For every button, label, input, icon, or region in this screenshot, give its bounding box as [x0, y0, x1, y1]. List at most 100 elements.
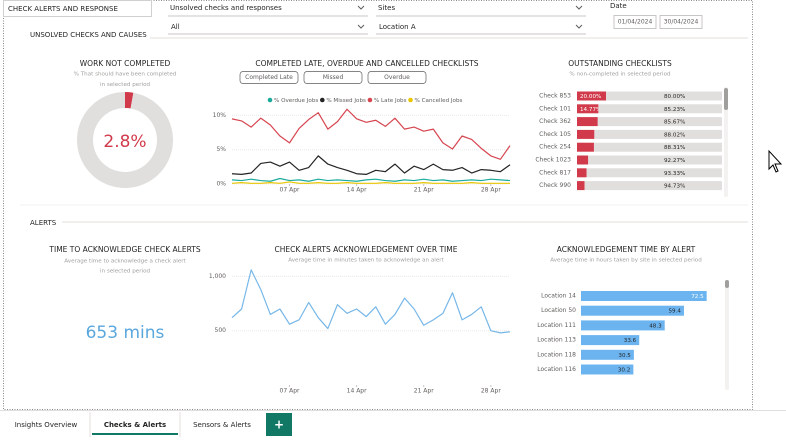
x-tick-label: 28 Apr — [481, 187, 501, 194]
bar-segment — [597, 117, 722, 127]
y-tick-label: 1,000 — [209, 273, 226, 280]
chart-title: COMPLETED LATE, OVERDUE AND CANCELLED CH… — [255, 59, 478, 68]
y-category-label: Location 116 — [537, 366, 576, 373]
bar-segment — [606, 91, 722, 101]
bar-label: 80.00% — [664, 94, 685, 100]
bar-label: 48.3 — [649, 323, 662, 329]
legend-marker — [320, 97, 325, 103]
x-tick-label: 21 Apr — [414, 187, 434, 194]
scrollbar[interactable] — [725, 280, 729, 390]
bar-label: 33.6 — [624, 338, 637, 344]
bar-segment — [577, 129, 595, 139]
x-tick-label: 21 Apr — [414, 388, 434, 395]
bar-label: 85.23% — [664, 107, 685, 113]
tab-underline — [92, 433, 178, 435]
y-category-label: Check 362 — [539, 118, 571, 125]
donut-label: 2.8% — [103, 132, 146, 152]
chart-subtitle: Average time in hours taken by site in s… — [550, 258, 702, 264]
y-category-label: Location 111 — [537, 322, 576, 329]
bar-segment — [593, 142, 722, 152]
page-title: CHECK ALERTS AND RESPONSE — [8, 5, 118, 13]
legend-marker — [267, 97, 273, 103]
tab[interactable]: Insights Overview — [15, 421, 78, 429]
y-category-label: Location 50 — [541, 307, 576, 314]
date-box[interactable] — [613, 15, 657, 29]
x-tick-label: 07 Apr — [280, 187, 300, 194]
bar-segment — [577, 91, 606, 101]
kpi-subtitle: Average time to acknowledge a check aler… — [64, 259, 186, 265]
legend-marker — [408, 97, 413, 103]
filter-value[interactable]: All — [171, 23, 180, 31]
toggle-button[interactable] — [367, 71, 427, 84]
chart-subtitle: in selected period — [100, 82, 151, 88]
chart-title: WORK NOT COMPLETED — [80, 59, 171, 68]
filter-value[interactable]: Location A — [379, 23, 416, 31]
bar — [581, 320, 665, 331]
mouse-cursor — [768, 149, 783, 173]
add-page-label[interactable]: + — [274, 418, 284, 432]
kpi-subtitle: in selected period — [100, 269, 151, 275]
toggle-button-label[interactable]: Missed — [323, 74, 344, 81]
line-series — [231, 177, 511, 182]
chevron[interactable] — [357, 5, 365, 10]
chart-title: ACKNOWLEDGEMENT TIME BY ALERT — [557, 245, 696, 254]
y-tick-label: 0% — [216, 181, 226, 188]
filter-label: Date — [610, 2, 627, 10]
tab-active[interactable]: Checks & Alerts — [104, 421, 166, 429]
chart-title: OUTSTANDING CHECKLISTS — [568, 59, 672, 68]
bar-label: 94.73% — [664, 184, 685, 190]
scroll-thumb[interactable] — [724, 88, 728, 110]
bar-label: 85.67% — [664, 120, 685, 126]
chart-title: CHECK ALERTS ACKNOWLEDGEMENT OVER TIME — [275, 245, 458, 254]
date-value[interactable]: 30/04/2024 — [664, 19, 699, 26]
y-category-label: Check 1023 — [535, 157, 571, 164]
bar-label: 72.5 — [691, 294, 704, 300]
y-category-label: Check 817 — [539, 169, 571, 176]
bar-label: 93.33% — [664, 171, 685, 177]
line-series — [231, 269, 511, 334]
toggle-button[interactable] — [239, 71, 299, 84]
line-series — [231, 181, 510, 184]
filter-label: Unsolved checks and responses — [170, 4, 282, 12]
chevron[interactable] — [357, 24, 365, 29]
bar-segment — [588, 155, 722, 165]
tab[interactable]: Sensors & Alerts — [193, 421, 251, 429]
legend-label: % Late Jobs — [374, 98, 407, 104]
bar-label: 88.02% — [664, 132, 685, 138]
bar-label: 92.27% — [664, 158, 685, 164]
y-category-label: Check 853 — [539, 93, 571, 100]
bar — [581, 349, 634, 360]
chevron[interactable] — [575, 24, 583, 29]
y-category-label: Location 118 — [537, 351, 576, 358]
chart-subtitle: % non-completed in selected period — [569, 72, 671, 78]
add-page-button[interactable] — [266, 413, 292, 436]
canvas-border — [3, 0, 753, 410]
bar-segment — [577, 181, 585, 191]
x-tick-label: 14 Apr — [347, 187, 367, 194]
section-title: ALERTS — [30, 219, 57, 227]
toggle-button-label[interactable]: Completed Late — [245, 74, 293, 81]
legend-label: % Overdue Jobs — [274, 98, 318, 104]
chevron[interactable] — [575, 5, 583, 10]
legend-label: % Missed Jobs — [326, 98, 366, 104]
y-tick-label: 500 — [215, 327, 227, 334]
scroll-thumb[interactable] — [725, 280, 729, 288]
y-category-label: Check 101 — [539, 105, 571, 112]
date-value[interactable]: 01/04/2024 — [618, 19, 653, 26]
kpi-title: TIME TO ACKNOWLEDGE CHECK ALERTS — [48, 245, 200, 254]
y-category-label: Check 105 — [539, 131, 571, 138]
bar — [581, 305, 684, 316]
bar-label: 88.31% — [664, 145, 685, 151]
line-series — [231, 155, 511, 175]
toggle-button[interactable] — [303, 71, 363, 84]
bar-segment — [577, 117, 598, 127]
y-tick-label: 10% — [213, 112, 227, 119]
y-category-label: Location 113 — [537, 337, 576, 344]
bar-label: 30.2 — [618, 368, 630, 374]
toggle-button-label[interactable]: Overdue — [384, 74, 410, 81]
bar-label: 30.5 — [618, 353, 631, 359]
donut-slice — [125, 92, 134, 109]
date-box[interactable] — [659, 15, 703, 29]
scrollbar[interactable] — [724, 87, 728, 197]
